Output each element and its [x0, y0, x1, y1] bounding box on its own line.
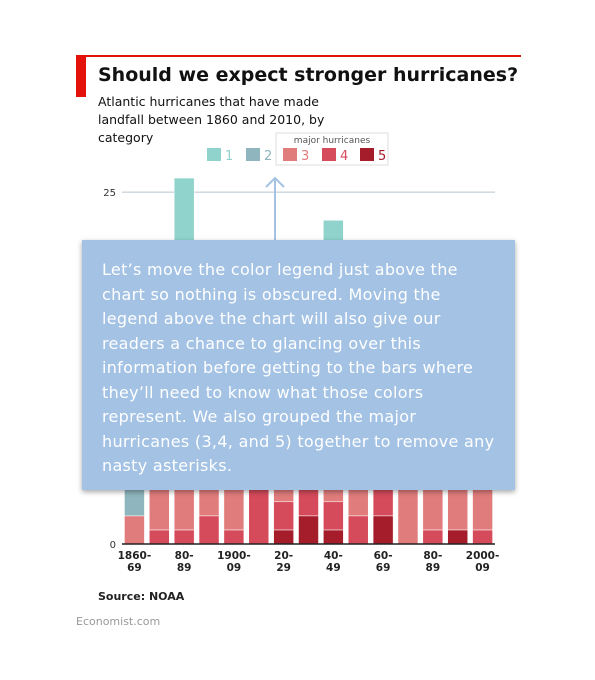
- x-tick-label-line: 80-: [423, 550, 442, 562]
- bar-segment: [372, 515, 394, 545]
- legend-label: 4: [340, 149, 348, 164]
- bar-segment: [149, 529, 170, 545]
- y-tick-label: 25: [103, 188, 116, 199]
- x-tick-label-line: 80-: [175, 550, 194, 562]
- footer: Economist.com: [76, 615, 161, 628]
- x-tick-label-line: 20-: [274, 550, 293, 562]
- x-tick-label-line: 89: [177, 562, 192, 574]
- x-tick-label: 20-29: [274, 550, 293, 574]
- legend-label: 1: [225, 149, 233, 164]
- bar-segment: [323, 529, 344, 545]
- bar-segment: [198, 515, 220, 545]
- arrow-head: [265, 176, 285, 188]
- x-tick-label: 60-69: [374, 550, 393, 574]
- legend-swatch: [283, 148, 297, 161]
- legend-swatch: [207, 148, 221, 161]
- x-tick-label: 40-49: [324, 550, 343, 574]
- bar-segment: [223, 529, 245, 545]
- x-tick-label-line: 09: [475, 562, 490, 574]
- x-tick-label-line: 1900-: [217, 550, 251, 562]
- x-tick-label-line: 89: [426, 562, 441, 574]
- x-tick-label-line: 60-: [374, 550, 393, 562]
- bar-segment: [273, 529, 294, 545]
- legend-group-box: [275, 132, 389, 166]
- x-tick-label-line: 1860-: [118, 550, 152, 562]
- title: Should we expect stronger hurricanes?: [98, 64, 519, 86]
- top-rule: [76, 55, 521, 57]
- bar-segment: [347, 515, 369, 545]
- bar-segment: [447, 529, 468, 545]
- legend-swatch: [322, 148, 336, 161]
- legend-swatch: [360, 148, 374, 161]
- x-tick-label-line: 69: [127, 562, 142, 574]
- source: Source: NOAA: [98, 590, 185, 603]
- legend-label: 3: [301, 149, 309, 164]
- x-tick-label-line: 09: [227, 562, 242, 574]
- bar-segment: [124, 515, 145, 545]
- bar-segment: [173, 529, 195, 545]
- annotation-text: Let’s move the color legend just above t…: [102, 260, 495, 475]
- bar-segment: [422, 529, 444, 545]
- x-tick-label: 80-89: [423, 550, 442, 574]
- bar-segment: [149, 487, 170, 531]
- x-tick-label: 1860-69: [118, 550, 152, 574]
- legend-swatch: [246, 148, 260, 161]
- bar-segment: [323, 501, 344, 531]
- x-tick-label: 1900-09: [217, 550, 251, 574]
- bar-segment: [273, 501, 294, 531]
- x-tick-label-line: 29: [276, 562, 291, 574]
- red-tab: [76, 55, 86, 97]
- y-tick-label: 0: [110, 540, 116, 551]
- x-tick-label-line: 49: [326, 562, 341, 574]
- bar-segment: [298, 487, 319, 517]
- x-tick-label: 2000-09: [466, 550, 500, 574]
- bar-segment: [372, 487, 394, 517]
- legend-label: 2: [264, 149, 272, 164]
- subtitle: Atlantic hurricanes that have made landf…: [98, 94, 325, 145]
- bar-segment: [397, 487, 419, 545]
- legend-label: 5: [378, 149, 386, 164]
- x-tick-label-line: 40-: [324, 550, 343, 562]
- legend-title: major hurricanes: [294, 136, 371, 146]
- x-tick-label-line: 2000-: [466, 550, 500, 562]
- annotation-box: Let’s move the color legend just above t…: [82, 240, 515, 490]
- x-tick-label: 80-89: [175, 550, 194, 574]
- bar-segment: [472, 529, 493, 545]
- bar-segment: [298, 515, 319, 545]
- x-tick-label-line: 69: [376, 562, 391, 574]
